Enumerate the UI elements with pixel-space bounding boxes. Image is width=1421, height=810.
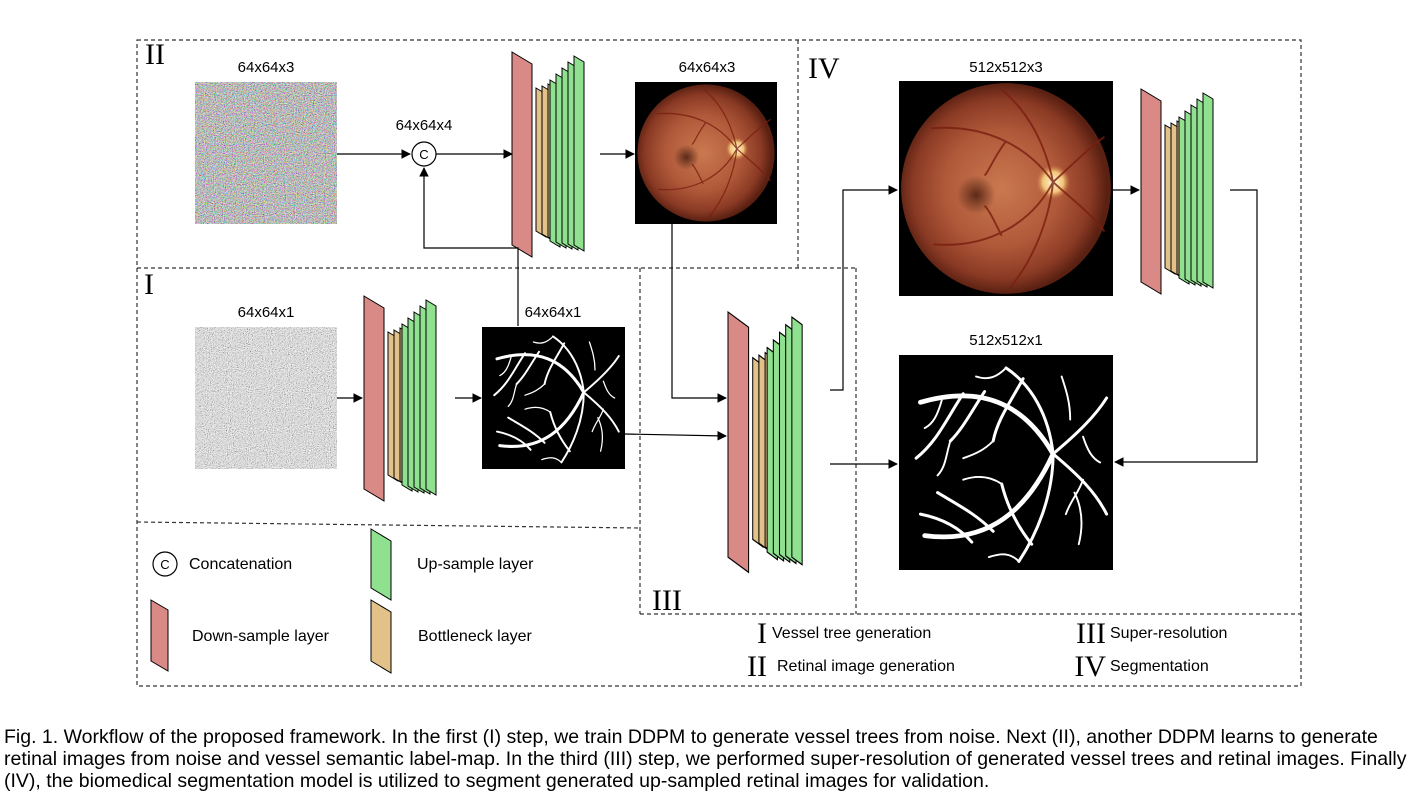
network-block-ii [511,51,585,258]
dim-label-concat: 64x64x4 [396,117,453,134]
step-legend-label-ii: Retinal image generation [777,658,955,675]
legend-concat-symbol: C [160,557,169,572]
step-legend-numeral-iii: III [1076,617,1106,650]
component-legend: C Concatenation Up-sample layer Down-sam… [150,528,534,674]
legend-downsample: Down-sample layer [192,628,330,645]
super-resolved-vessel-image [899,355,1113,570]
dim-label-gen-retina: 64x64x3 [679,59,736,76]
arrow-net-iv-to-sr-vessel [1114,189,1258,467]
divider-legend [136,521,641,529]
dim-label-sr-vessel: 512x512x1 [969,332,1042,349]
dim-label-noise-gray: 64x64x1 [238,304,295,321]
dim-label-sr-retina: 512x512x3 [969,59,1042,76]
arrow-vessel-to-net-iii [624,431,727,441]
step-legend-label-i: Vessel tree generation [772,625,931,642]
step-legend-label-iv: Segmentation [1110,658,1209,675]
step-label-i: I [144,268,154,301]
network-block-iv [1140,88,1214,295]
legend-concat-icon [152,551,178,577]
step-legend-numeral-iv: IV [1074,650,1106,683]
gray-noise-image [195,327,337,469]
legend-downsample-icon [150,599,169,672]
step-legend-numeral-i: I [757,617,767,650]
figure-caption: Fig. 1. Workflow of the proposed framewo… [4,726,1407,792]
color-noise-image [195,82,337,224]
legend-concatenation: Concatenation [189,556,292,573]
arrow-retina-to-net-iii [671,224,727,403]
legend-bottleneck: Bottleneck layer [418,628,533,645]
step-legend-numeral-ii: II [747,650,767,683]
workflow-diagram: II I III IV 64x64x3 64x64x4 C 64x64x3 64… [136,38,1302,687]
step-label-iv: IV [808,52,840,85]
step-label-iii: III [652,584,682,617]
arrow-net-iii-to-sr-retina [830,185,898,391]
arrow-vessel-to-concat [419,167,519,326]
concat-node-symbol: C [419,147,428,162]
legend-bottleneck-icon [370,599,392,674]
legend-upsample: Up-sample layer [417,556,534,573]
outer-frame [136,39,1302,687]
network-block-i [363,295,437,502]
flow-arrows [337,149,1258,469]
step-label-ii: II [145,38,165,71]
generated-vessel-image [482,327,625,469]
region-borders [136,39,1302,687]
super-resolved-retina-image [899,81,1113,296]
legend-upsample-icon [370,528,392,601]
generated-retina-image [635,82,777,224]
network-block-iii [727,311,803,573]
dim-label-noise-rgb: 64x64x3 [238,59,295,76]
dim-label-gen-vessel: 64x64x1 [525,304,582,321]
step-legend-label-iii: Super-resolution [1110,625,1227,642]
step-legend: I Vessel tree generation II Retinal imag… [747,617,1227,683]
